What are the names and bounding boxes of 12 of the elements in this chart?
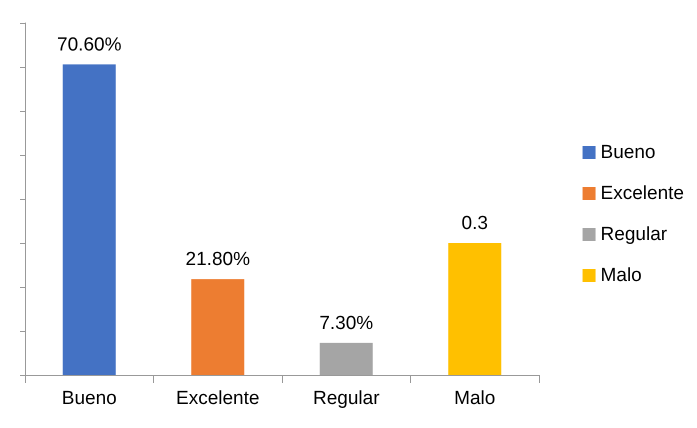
- x-tick-label: Excelente: [176, 388, 260, 409]
- data-label: 0.3: [462, 213, 488, 234]
- legend-label: Excelente: [600, 183, 684, 204]
- data-label: 7.30%: [319, 312, 374, 334]
- data-label: 21.80%: [186, 249, 250, 270]
- x-tick-label: Malo: [454, 388, 496, 409]
- x-tick-label: Regular: [312, 388, 380, 409]
- legend-label: Bueno: [600, 142, 656, 163]
- legend-label: Regular: [600, 224, 668, 245]
- legend-label: Malo: [600, 265, 642, 286]
- data-label: 70.60%: [57, 34, 122, 56]
- x-tick-label: Bueno: [62, 388, 117, 409]
